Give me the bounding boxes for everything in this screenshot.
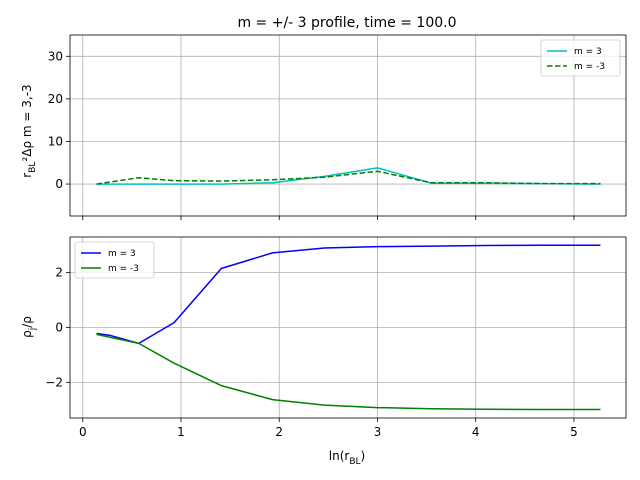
top-legend-label-1: m = 3 [574,47,602,57]
bottom-y-axis-label: ρj/ρ [20,316,38,338]
bottom-axes-frame [69,236,627,419]
top-legend: m = 3 m = -3 [540,39,621,77]
top-legend-label-2: m = -3 [574,62,605,72]
bottom-y-tick-label: −2 [45,375,63,389]
top-plot: 0 10 20 30 m = 3 m = -3 [48,34,627,220]
bottom-x-tick-label: 2 [275,425,283,439]
bottom-series-line-2 [96,333,601,411]
bottom-x-tick-label: 5 [570,425,578,439]
bottom-legend: m = 3 m = -3 [74,241,155,279]
bottom-y-tick-label: 2 [55,266,63,280]
bottom-x-tick-label: 1 [177,425,185,439]
top-legend-frame [540,39,621,77]
bottom-legend-label-1: m = 3 [108,249,136,259]
bottom-x-tick-label: 3 [374,425,382,439]
bottom-plot: 0 1 2 3 4 5 −2 0 2 m = 3 m = -3 [45,236,627,439]
top-y-tick-label: 10 [48,134,63,148]
bottom-legend-label-2: m = -3 [108,264,139,274]
top-y-tick-label: 20 [48,92,63,106]
bottom-x-tick-label: 4 [472,425,480,439]
top-y-tick-label: 30 [48,49,63,63]
top-y-axis-label: rBL²Δρ m = 3,-3 [20,84,38,177]
chart-title: m = +/- 3 profile, time = 100.0 [237,15,456,31]
top-y-tick-label: 0 [55,177,63,191]
bottom-legend-frame [74,241,155,279]
top-series-line-2 [96,170,601,185]
top-axes-frame [69,34,627,217]
x-axis-label: ln(rBL) [329,449,365,467]
bottom-y-tick-label: 0 [55,321,63,335]
bottom-x-tick-label: 0 [79,425,87,439]
